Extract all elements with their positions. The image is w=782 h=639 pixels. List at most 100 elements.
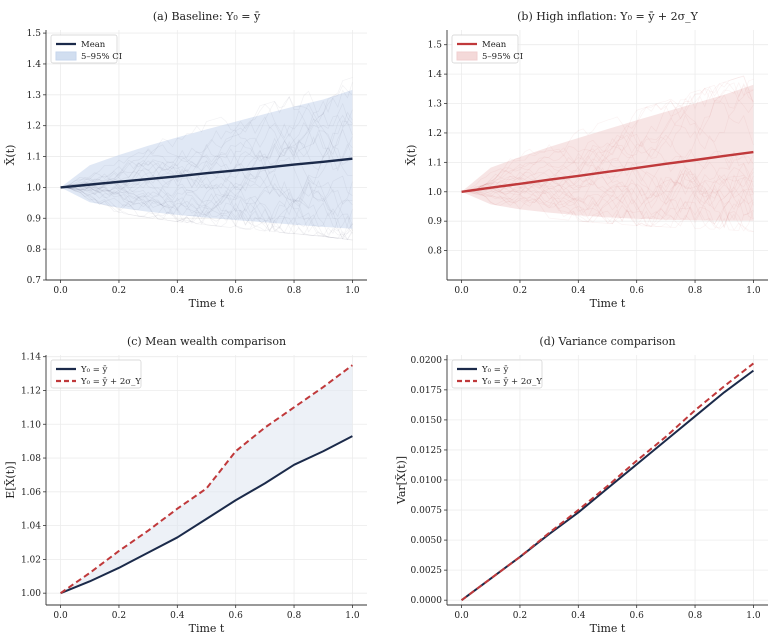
sample-path-a-23 xyxy=(60,102,353,199)
sample-path-b-19 xyxy=(461,169,754,231)
y-tick-label-d-8: 0.0200 xyxy=(411,356,443,366)
sample-path-a-9 xyxy=(60,136,353,224)
legend-label-a-0: Mean xyxy=(81,40,106,50)
legend-b: Mean 5–95% CI xyxy=(451,34,523,64)
sample-path-b-4 xyxy=(461,116,754,193)
y-tick-label-c-1: 1.02 xyxy=(21,555,41,565)
x-tick-label-a-3: 0.6 xyxy=(229,286,244,296)
sample-paths-a xyxy=(60,77,353,241)
series-line-c-0 xyxy=(60,435,353,595)
y-tick-label-c-5: 1.10 xyxy=(21,420,41,430)
y-tick-label-c-0: 1.00 xyxy=(21,589,41,599)
legend-label-a-1: 5–95% CI xyxy=(81,52,122,62)
x-tick-label-b-0: 0.0 xyxy=(454,286,469,296)
sample-path-a-7 xyxy=(60,148,353,239)
sample-path-a-27 xyxy=(60,187,353,241)
legend-label-d-1: Y₀ = ȳ + 2σ_Y xyxy=(481,377,542,387)
grid-d xyxy=(447,355,768,605)
sample-path-b-14 xyxy=(461,170,754,227)
y-tick-label-b-0: 0.8 xyxy=(428,247,443,257)
legend-d: Y₀ = ȳ Y₀ = ȳ + 2σ_Y xyxy=(451,359,543,389)
x-tick-label-b-3: 0.6 xyxy=(630,286,645,296)
x-axis-label-d: Time t xyxy=(590,622,626,635)
y-axis-label-d: Var[X̃(t)] xyxy=(395,456,408,505)
sample-path-b-18 xyxy=(461,140,754,207)
y-tick-label-d-5: 0.0125 xyxy=(411,446,443,456)
y-tick-label-a-8: 1.5 xyxy=(27,29,42,39)
sample-path-b-22 xyxy=(461,76,754,195)
sample-path-b-17 xyxy=(461,100,754,193)
y-tick-label-a-3: 1.0 xyxy=(27,183,42,193)
y-tick-label-a-4: 1.1 xyxy=(27,153,41,163)
sample-path-b-16 xyxy=(461,165,754,232)
x-tick-label-a-5: 1.0 xyxy=(345,286,360,296)
x-tick-label-d-4: 0.8 xyxy=(688,611,703,621)
x-tick-label-d-0: 0.0 xyxy=(454,611,469,621)
panel-c: 1.00 1.02 1.04 1.06 1.08 1.10 1.12 1.14 0.0 0.2 0.… xyxy=(4,335,367,635)
y-axis-label-b: X̃(t) xyxy=(405,145,418,166)
panel-d: 0.00000.00250.00500.00750.01000.01250.01… xyxy=(395,335,768,635)
sample-path-b-27 xyxy=(461,180,754,227)
sample-path-a-16 xyxy=(60,146,353,223)
x-tick-label-c-0: 0.0 xyxy=(53,611,68,621)
sample-path-a-8 xyxy=(60,96,353,188)
sample-path-a-5 xyxy=(60,173,353,234)
y-tick-label-c-6: 1.12 xyxy=(21,386,41,396)
x-tick-label-a-2: 0.4 xyxy=(170,286,185,296)
sample-path-a-19 xyxy=(60,161,353,240)
sample-path-a-12 xyxy=(60,173,353,226)
sample-path-a-20 xyxy=(60,170,353,236)
y-tick-label-b-3: 1.1 xyxy=(428,158,442,168)
legend-c: Y₀ = ȳ Y₀ = ȳ + 2σ_Y xyxy=(50,359,142,389)
sample-path-b-7 xyxy=(461,162,754,209)
y-tick-label-d-1: 0.0025 xyxy=(411,566,443,576)
legend-label-b-0: Mean xyxy=(482,40,507,50)
series-line-c-1 xyxy=(60,364,354,595)
legend-label-c-1: Y₀ = ȳ + 2σ_Y xyxy=(80,377,141,387)
sample-path-b-6 xyxy=(461,82,754,193)
x-tick-label-d-2: 0.4 xyxy=(571,611,586,621)
sample-path-b-9 xyxy=(461,190,754,230)
y-tick-label-d-4: 0.0100 xyxy=(411,476,443,486)
sample-path-a-18 xyxy=(60,186,353,240)
sample-path-a-2 xyxy=(60,109,353,232)
legend-swatch-b-1 xyxy=(456,51,478,61)
gap-band-c xyxy=(60,365,353,594)
sample-path-a-1 xyxy=(60,118,353,189)
x-tick-label-a-4: 0.8 xyxy=(287,286,302,296)
sample-paths-b xyxy=(461,75,754,232)
sample-path-a-14 xyxy=(60,130,353,211)
legend-a: Mean 5–95% CI xyxy=(50,34,122,64)
sample-path-a-3 xyxy=(60,160,353,241)
sample-path-b-0 xyxy=(461,169,754,225)
ci-band-a xyxy=(60,89,353,229)
sample-path-b-1 xyxy=(461,81,754,193)
y-tick-label-d-7: 0.0175 xyxy=(411,386,443,396)
y-tick-label-c-4: 1.08 xyxy=(21,454,41,464)
sample-path-b-25 xyxy=(461,154,754,216)
panel-title-a: (a) Baseline: Y₀ = ȳ xyxy=(153,10,261,23)
sample-path-b-8 xyxy=(461,154,754,229)
sample-path-a-25 xyxy=(60,84,353,188)
x-tick-label-b-2: 0.4 xyxy=(571,286,586,296)
x-axis-label-a: Time t xyxy=(189,297,225,310)
x-tick-label-c-1: 0.2 xyxy=(112,611,126,621)
y-axis-label-c: E[X̃(t)] xyxy=(4,461,17,498)
y-tick-label-c-2: 1.04 xyxy=(21,522,41,532)
y-tick-label-b-6: 1.4 xyxy=(428,70,443,80)
x-tick-label-a-1: 0.2 xyxy=(112,286,126,296)
sample-path-a-15 xyxy=(60,111,353,208)
legend-label-c-0: Y₀ = ȳ xyxy=(80,365,108,375)
y-tick-label-b-5: 1.3 xyxy=(428,100,443,110)
y-tick-label-d-3: 0.0075 xyxy=(411,506,443,516)
sample-path-b-5 xyxy=(461,170,754,206)
y-tick-label-d-2: 0.0050 xyxy=(411,536,443,546)
sample-path-b-24 xyxy=(461,155,754,197)
sample-path-b-12 xyxy=(461,134,754,193)
y-tick-label-c-3: 1.06 xyxy=(21,488,41,498)
series-line-mean-a xyxy=(60,157,353,189)
sample-path-a-11 xyxy=(60,109,353,194)
x-tick-label-c-3: 0.6 xyxy=(229,611,244,621)
sample-path-b-23 xyxy=(461,177,754,230)
sample-path-b-15 xyxy=(461,78,754,193)
